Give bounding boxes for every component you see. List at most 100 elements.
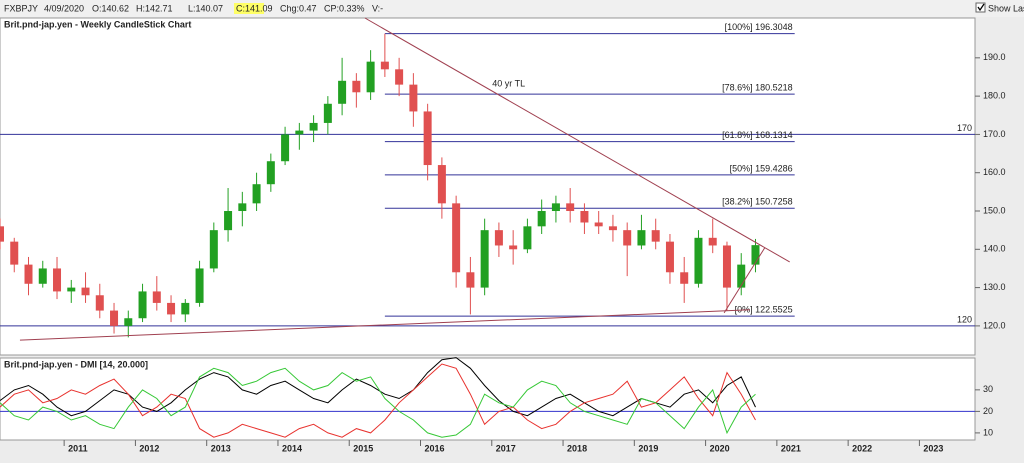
candle-body bbox=[494, 230, 503, 246]
show-last-checkbox[interactable] bbox=[975, 2, 986, 13]
candle-body bbox=[751, 245, 760, 265]
change-pct: CP:0.33% bbox=[324, 3, 365, 13]
price-panel bbox=[0, 17, 976, 356]
candle-body bbox=[24, 264, 33, 284]
close-highlight bbox=[234, 3, 264, 14]
candle-body bbox=[366, 61, 375, 93]
candle-body bbox=[110, 310, 119, 326]
fib-label: [61.8%] 168.1314 bbox=[722, 130, 793, 140]
candle-body bbox=[53, 268, 62, 292]
x-tick-label: 2018 bbox=[567, 443, 587, 453]
candle-body bbox=[238, 203, 247, 212]
candle-body bbox=[509, 245, 518, 250]
candle-body bbox=[266, 161, 275, 185]
candle-body bbox=[181, 302, 190, 315]
candle-body bbox=[466, 272, 475, 288]
candle-body bbox=[708, 237, 717, 246]
y-tick-label: 20 bbox=[983, 406, 993, 416]
dmi-line bbox=[0, 357, 756, 417]
x-tick-label: 2011 bbox=[68, 443, 88, 453]
show-last-label[interactable]: Show Last bbox=[988, 3, 1024, 13]
candle-body bbox=[323, 103, 332, 123]
candle-body bbox=[224, 211, 233, 231]
candle-body bbox=[566, 203, 575, 212]
dmi-title: Brit.pnd-jap.yen - DMI [14, 20.000] bbox=[4, 359, 148, 369]
x-tick-label: 2016 bbox=[425, 443, 445, 453]
y-tick-label: 150.0 bbox=[983, 205, 1006, 215]
candle-body bbox=[551, 203, 560, 212]
trendline bbox=[723, 247, 766, 314]
candle-body bbox=[395, 69, 404, 85]
open: O:140.62 bbox=[92, 3, 129, 13]
high: H:142.71 bbox=[136, 3, 173, 13]
candle-body bbox=[623, 230, 632, 246]
candle-body bbox=[423, 111, 432, 166]
fib-label: [38.2%] 150.7258 bbox=[722, 197, 793, 207]
x-tick-label: 2017 bbox=[496, 443, 516, 453]
x-tick-label: 2020 bbox=[710, 443, 730, 453]
candle-body bbox=[10, 241, 19, 265]
candle-body bbox=[195, 268, 204, 303]
y-tick-label: 180.0 bbox=[983, 90, 1006, 100]
candle-body bbox=[138, 291, 147, 319]
candle-body bbox=[167, 302, 176, 315]
y-tick-label: 120.0 bbox=[983, 320, 1006, 330]
candle-body bbox=[437, 165, 446, 204]
candle-body bbox=[637, 230, 646, 246]
candle-body bbox=[124, 318, 133, 326]
horizontal-line-label: 170 bbox=[957, 123, 972, 133]
x-tick-label: 2021 bbox=[781, 443, 801, 453]
y-tick-label: 170.0 bbox=[983, 129, 1006, 139]
candle-body bbox=[580, 211, 589, 223]
y-tick-label: 30 bbox=[983, 384, 993, 394]
y-tick-label: 140.0 bbox=[983, 244, 1006, 254]
chart-title: Brit.pnd-jap.yen - Weekly CandleStick Ch… bbox=[4, 19, 191, 29]
fib-label: [0%] 122.5525 bbox=[735, 304, 793, 314]
checkmark bbox=[977, 3, 985, 12]
candle-body bbox=[309, 122, 318, 131]
x-tick-label: 2015 bbox=[353, 443, 373, 453]
x-tick-label: 2022 bbox=[852, 443, 872, 453]
candle-body bbox=[694, 237, 703, 284]
candle-body bbox=[81, 287, 90, 296]
x-tick-label: 2019 bbox=[638, 443, 658, 453]
y-tick-label: 160.0 bbox=[983, 167, 1006, 177]
trendline bbox=[19, 309, 750, 341]
candle-body bbox=[281, 134, 290, 162]
trendline-label: 40 yr TL bbox=[492, 78, 525, 88]
y-tick-label: 130.0 bbox=[983, 282, 1006, 292]
x-tick-label: 2013 bbox=[211, 443, 231, 453]
date: 4/09/2020 bbox=[44, 3, 84, 13]
candle-body bbox=[722, 245, 731, 288]
candle-body bbox=[537, 211, 546, 227]
candle-body bbox=[295, 130, 304, 135]
candle-body bbox=[594, 222, 603, 227]
symbol: FXBPJY bbox=[4, 3, 38, 13]
candle-body bbox=[480, 230, 489, 288]
candle-body bbox=[665, 241, 674, 273]
candle-body bbox=[252, 184, 261, 204]
candle-body bbox=[608, 226, 617, 231]
low: L:140.07 bbox=[188, 3, 223, 13]
x-tick-label: 2012 bbox=[139, 443, 159, 453]
candle-body bbox=[352, 80, 361, 93]
dmi-panel bbox=[0, 357, 976, 441]
candle-body bbox=[209, 230, 218, 269]
horizontal-line-label: 120 bbox=[957, 314, 972, 324]
dmi-line bbox=[0, 367, 756, 438]
x-tick-label: 2014 bbox=[282, 443, 302, 453]
candle-body bbox=[380, 61, 389, 70]
fib-label: [78.6%] 180.5218 bbox=[722, 82, 793, 92]
candle-body bbox=[523, 226, 532, 250]
change: Chg:0.47 bbox=[280, 3, 317, 13]
dmi-line bbox=[0, 363, 756, 438]
candle-body bbox=[0, 226, 4, 242]
close: C:141.09 bbox=[236, 3, 273, 13]
candle-body bbox=[737, 264, 746, 288]
candle-body bbox=[651, 230, 660, 242]
volume: V:- bbox=[372, 3, 383, 13]
y-tick-label: 190.0 bbox=[983, 52, 1006, 62]
candle-body bbox=[95, 295, 104, 311]
candle-body bbox=[452, 203, 461, 273]
